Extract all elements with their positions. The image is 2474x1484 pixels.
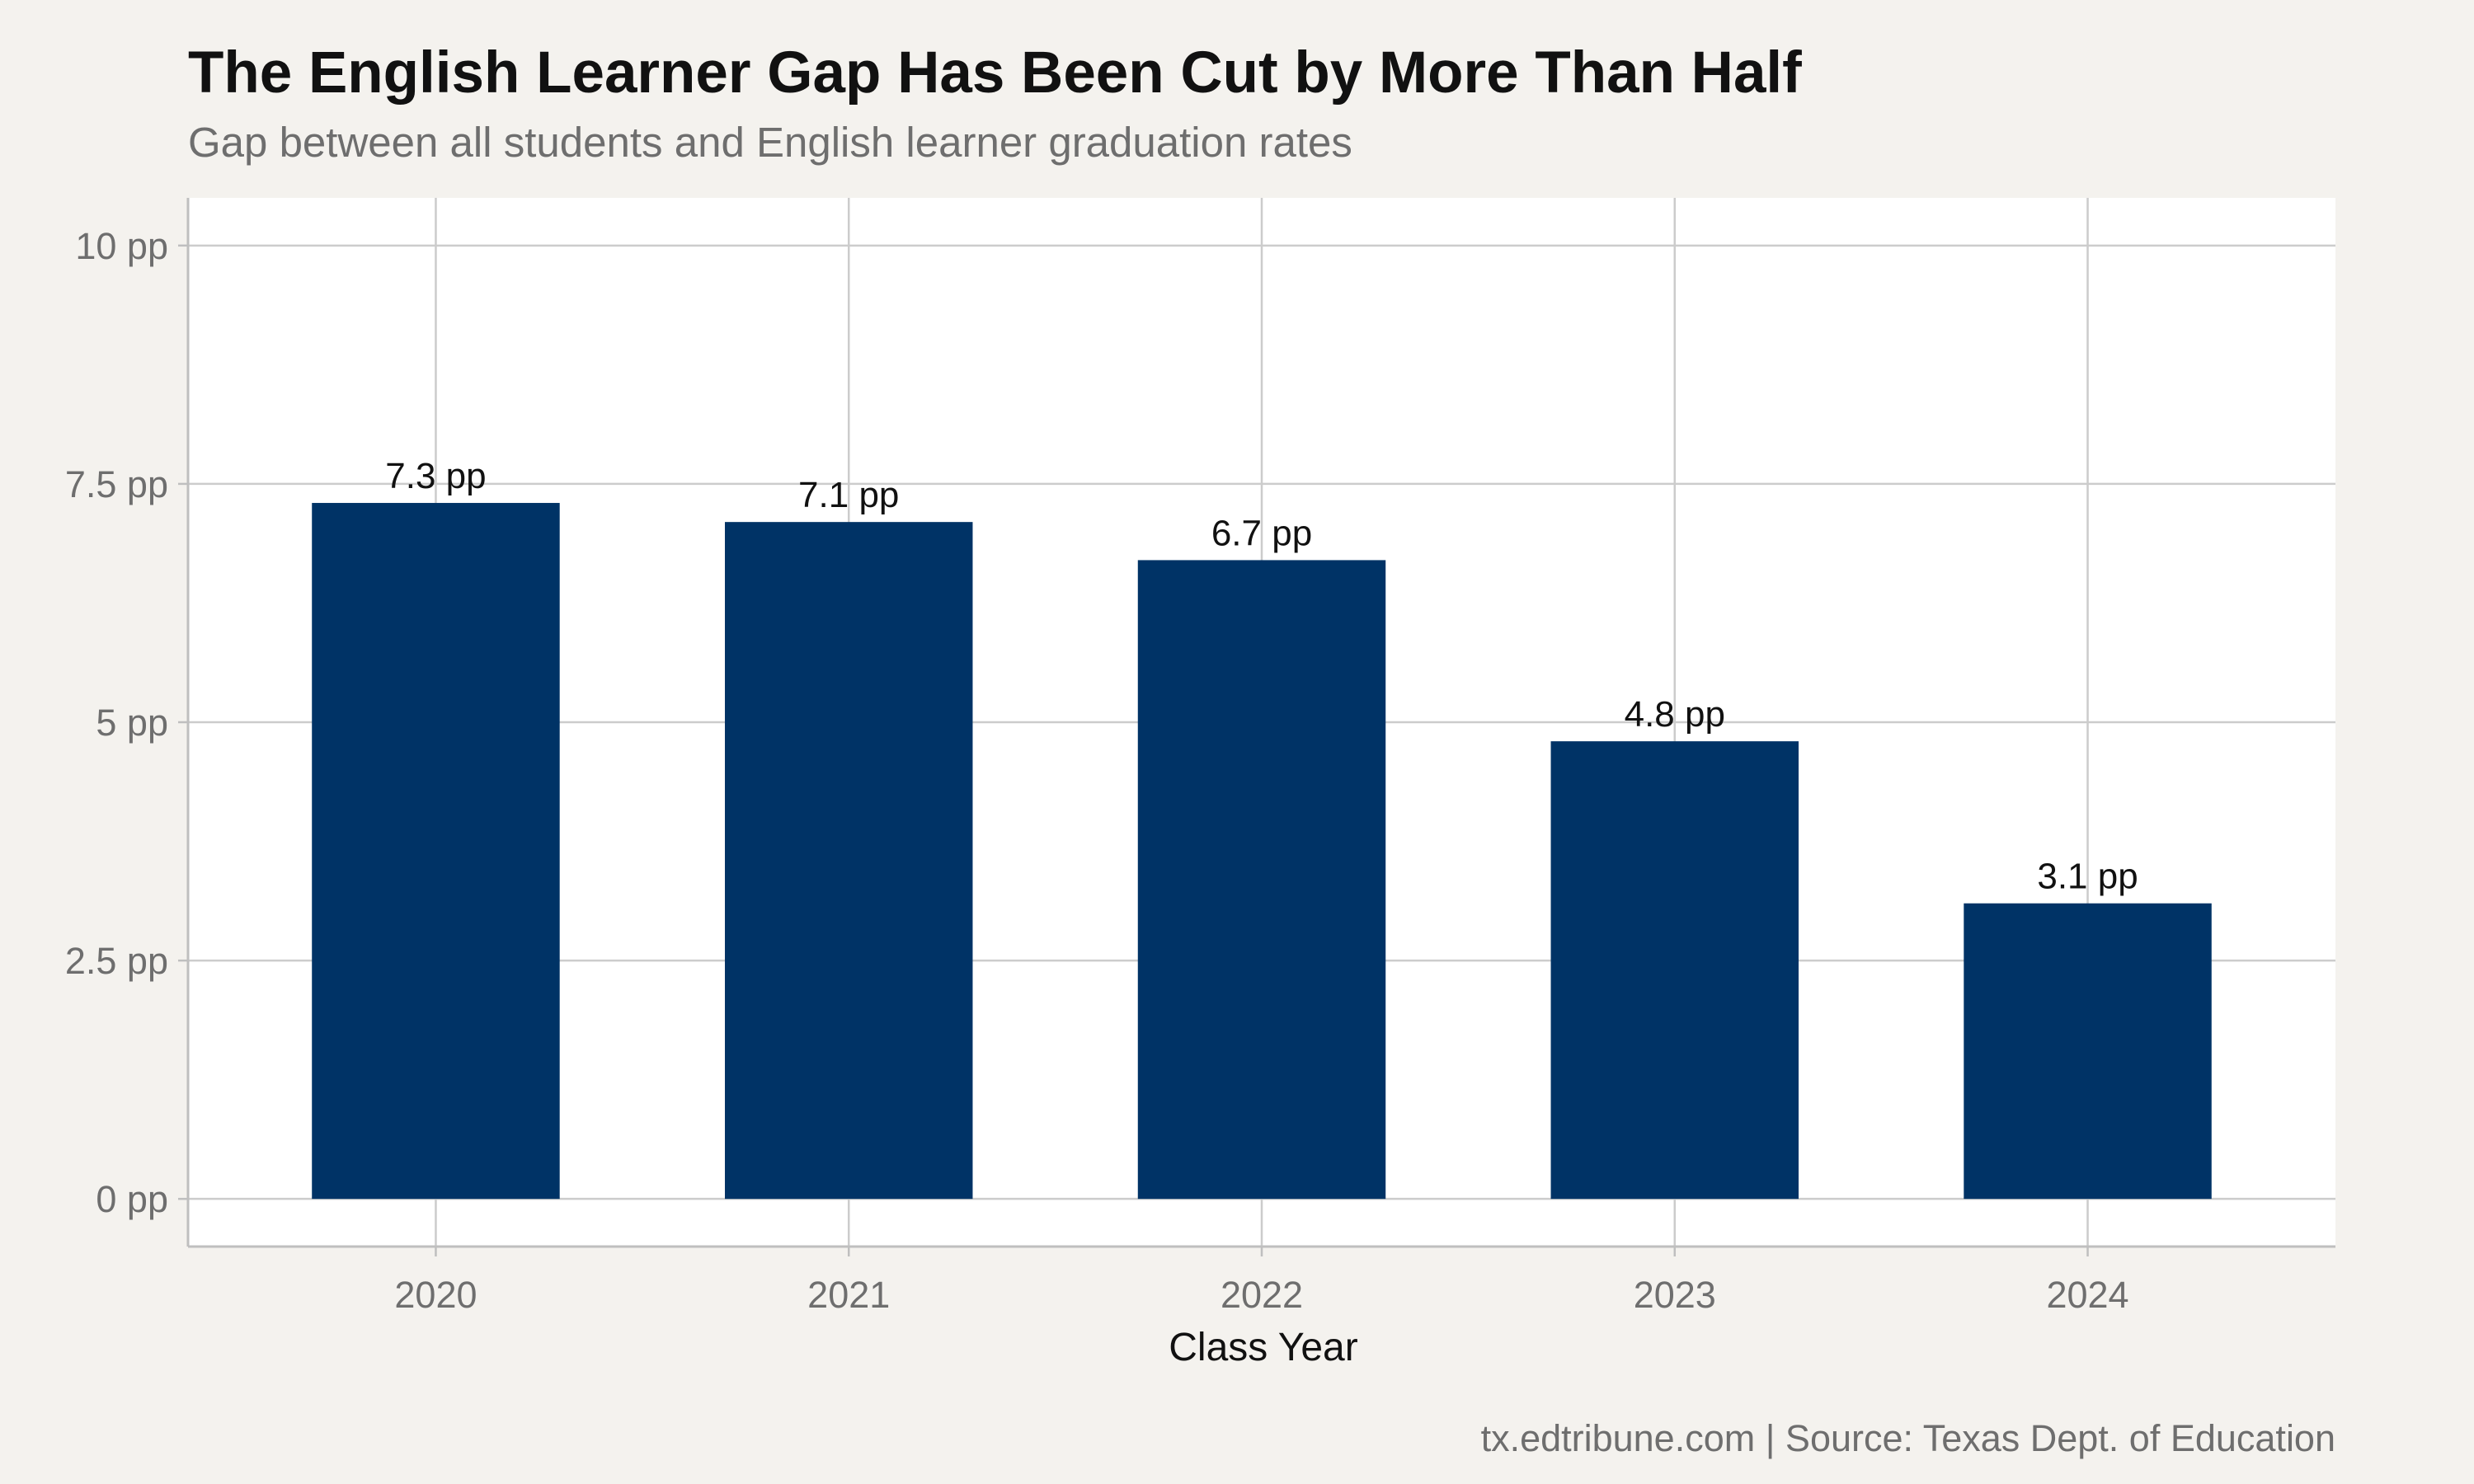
bar-2023[interactable] xyxy=(1550,741,1799,1200)
y-tick-label: 7.5 pp xyxy=(65,463,168,505)
x-tick-label-2021: 2021 xyxy=(807,1274,890,1316)
bar-2022[interactable] xyxy=(1137,560,1386,1200)
x-tick-label-2023: 2023 xyxy=(1634,1274,1716,1316)
data-label-2023: 4.8 pp xyxy=(1625,694,1725,735)
data-label-2021: 7.1 pp xyxy=(798,475,899,515)
data-label-2020: 7.3 pp xyxy=(385,456,486,496)
bar-2021[interactable] xyxy=(725,522,973,1200)
data-label-2024: 3.1 pp xyxy=(2037,857,2138,897)
x-tick-label-2022: 2022 xyxy=(1221,1274,1303,1316)
data-label-2022: 6.7 pp xyxy=(1211,513,1312,553)
chart-title: The English Learner Gap Has Been Cut by … xyxy=(188,40,1802,106)
y-tick-label: 10 pp xyxy=(75,225,168,267)
x-tick-label-2020: 2020 xyxy=(394,1274,477,1316)
y-tick-label: 0 pp xyxy=(96,1178,168,1220)
bar-2024[interactable] xyxy=(1964,903,2212,1200)
y-tick-label: 5 pp xyxy=(96,702,168,744)
y-tick-label: 2.5 pp xyxy=(65,940,168,982)
chart-subtitle: Gap between all students and English lea… xyxy=(188,119,1352,166)
x-tick-label-2024: 2024 xyxy=(2046,1274,2128,1316)
bar-2020[interactable] xyxy=(312,503,560,1200)
x-axis-title: Class Year xyxy=(1169,1326,1357,1369)
chart-caption: tx.edtribune.com | Source: Texas Dept. o… xyxy=(1481,1417,2335,1459)
